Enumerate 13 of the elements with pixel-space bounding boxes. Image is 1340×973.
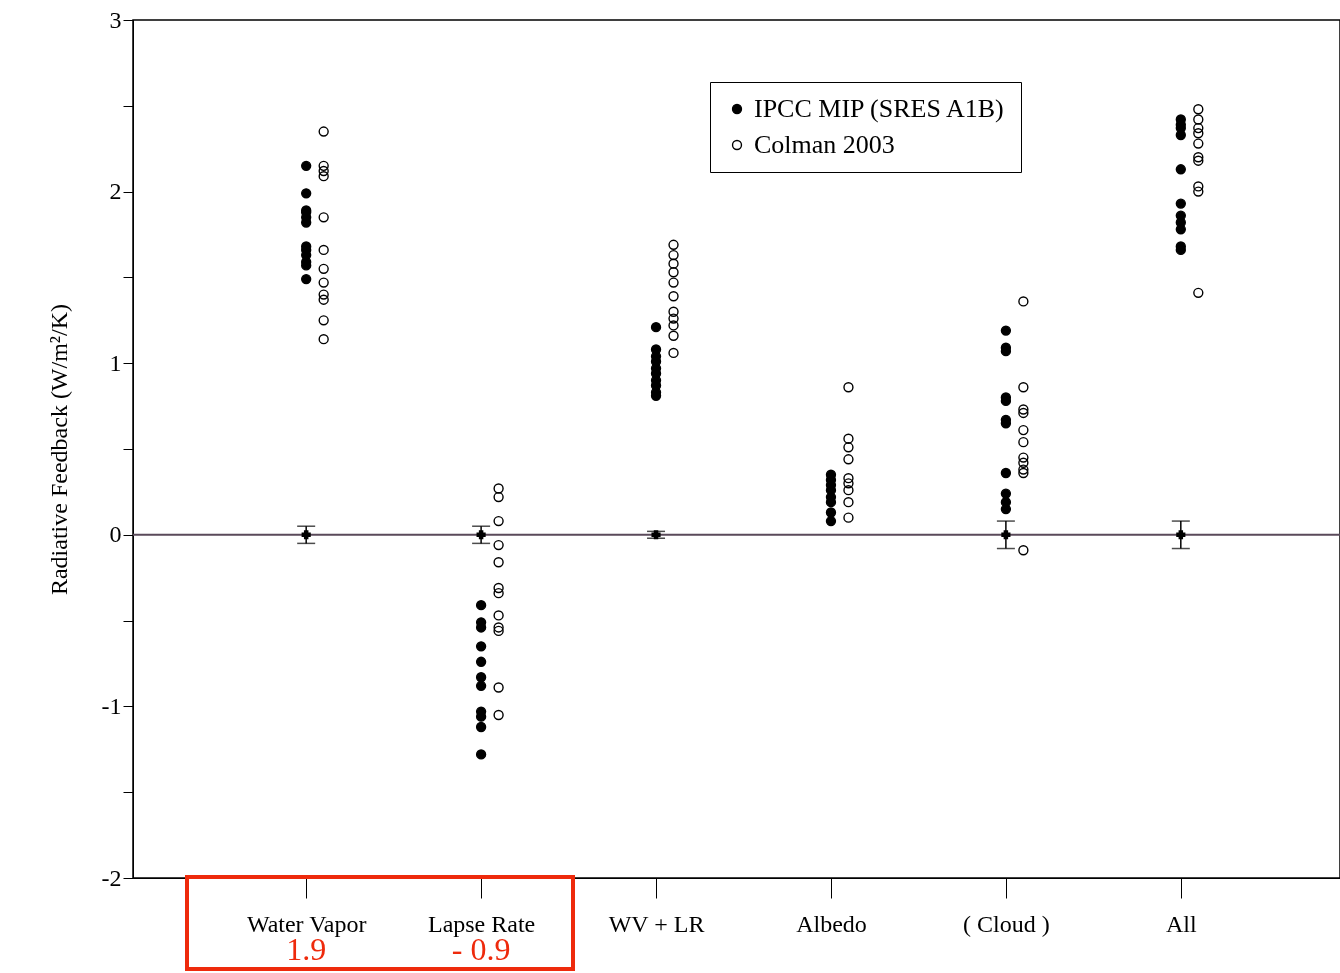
y-tick-label: 3	[109, 6, 122, 33]
x-tick-label: ( Cloud )	[963, 910, 1050, 937]
y-axis-title: Radiative Feedback (W/m²/K)	[45, 303, 72, 596]
y-tick-label: 1	[109, 349, 122, 376]
x-tick-label: Albedo	[796, 910, 867, 937]
y-tick-label: 0	[109, 521, 122, 548]
legend-label: IPCC MIP (SRES A1B)	[754, 94, 1004, 123]
x-tick-label: WV + LR	[608, 910, 705, 937]
y-tick-label: 2	[109, 178, 122, 205]
legend-label: Colman 2003	[754, 130, 895, 159]
y-tick-label: -1	[101, 692, 122, 719]
y-tick-label: -2	[101, 864, 122, 891]
x-tick-label: All	[1165, 910, 1197, 937]
